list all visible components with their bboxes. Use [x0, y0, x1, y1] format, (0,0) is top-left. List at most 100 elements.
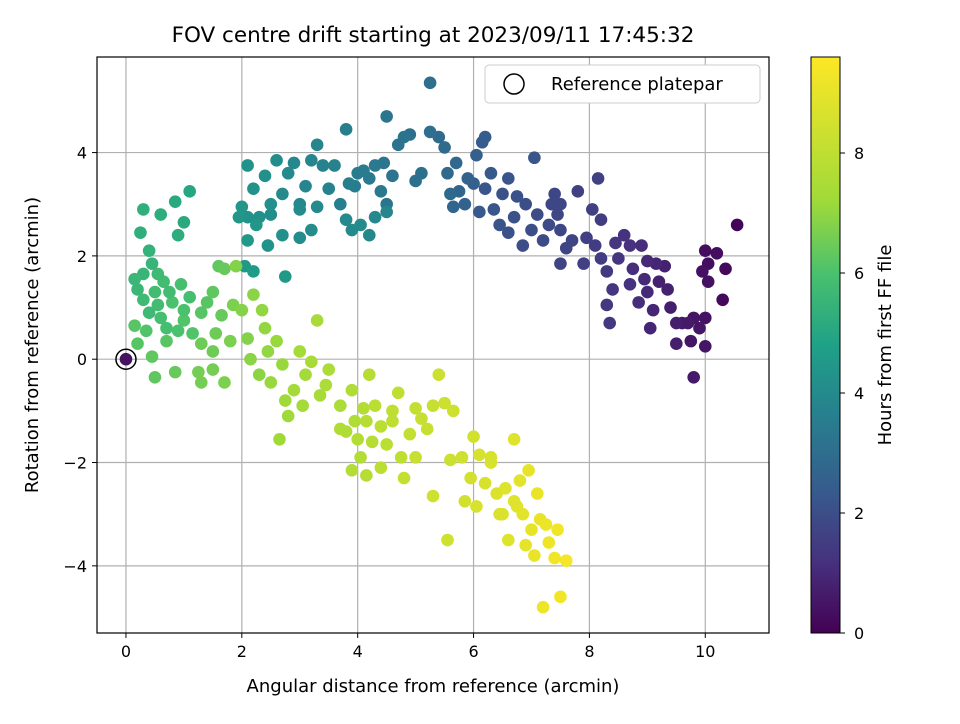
legend-marker-reference [503, 73, 525, 95]
data-point [235, 303, 249, 317]
data-point [386, 169, 399, 183]
data-point [580, 231, 593, 245]
data-point [365, 435, 379, 449]
data-point [432, 368, 446, 382]
data-point [360, 414, 373, 428]
data-point [380, 110, 393, 123]
data-point [360, 469, 373, 482]
colorbar-tick-label: 8 [854, 144, 864, 163]
y-axis-ticks: −4 −2 0 2 4 [63, 144, 97, 576]
data-point [215, 308, 228, 322]
colorbar-tick-label: 4 [854, 384, 864, 403]
data-point [305, 355, 318, 369]
data-point [261, 345, 275, 358]
data-point [502, 226, 515, 239]
data-point [278, 394, 292, 407]
data-point [380, 438, 393, 451]
data-point [351, 166, 364, 180]
data-point [244, 352, 257, 366]
colorbar-ticks: 0 2 4 6 8 [840, 144, 864, 643]
data-point [281, 409, 295, 423]
data-point [426, 399, 440, 412]
data-point [235, 200, 249, 214]
data-point [698, 311, 712, 325]
data-point [151, 298, 165, 312]
data-point [603, 316, 616, 330]
data-point [192, 365, 205, 379]
data-point [551, 523, 564, 536]
data-point [507, 432, 521, 446]
data-point [487, 203, 501, 216]
data-point [200, 296, 214, 309]
data-point [496, 507, 509, 521]
data-point [183, 185, 196, 198]
data-point [426, 489, 440, 503]
data-point [394, 451, 408, 464]
data-point [522, 463, 535, 477]
data-point [397, 471, 411, 485]
y-tick-label: −4 [63, 557, 87, 576]
data-point [542, 218, 556, 232]
x-tick-label: 6 [468, 642, 478, 661]
data-point [194, 306, 208, 320]
reference-point-fill [119, 352, 133, 366]
data-point [403, 427, 417, 441]
data-point [368, 399, 382, 412]
y-axis-label: Rotation from reference (arcmin) [22, 197, 43, 493]
data-point [423, 76, 437, 90]
y-tick-label: 0 [77, 350, 87, 369]
data-point [247, 265, 260, 278]
data-point [177, 314, 191, 327]
data-point [698, 339, 712, 353]
data-point [241, 234, 254, 247]
data-point [496, 187, 509, 201]
data-point [310, 314, 324, 327]
data-point [502, 533, 515, 547]
data-point [128, 319, 141, 332]
data-point [229, 259, 243, 273]
data-point [145, 350, 159, 363]
data-point [716, 293, 729, 307]
data-point [139, 324, 153, 338]
data-point [354, 218, 367, 232]
data-point [362, 228, 376, 242]
data-point [299, 368, 312, 382]
data-point [137, 293, 150, 307]
data-point [261, 239, 275, 252]
data-point [241, 210, 254, 224]
colorbar-tick-label: 2 [854, 504, 864, 523]
data-point [142, 306, 156, 320]
data-point [502, 172, 515, 185]
data-point [145, 257, 159, 270]
data-point [444, 187, 457, 201]
data-point [206, 285, 220, 299]
data-point [380, 205, 393, 219]
data-point [252, 368, 266, 382]
data-point [276, 358, 289, 371]
data-point [641, 254, 654, 268]
x-tick-label: 2 [237, 642, 247, 661]
data-point [351, 432, 364, 446]
colorbar-tick-label: 6 [854, 264, 864, 283]
data-point [600, 298, 614, 312]
data-point [606, 283, 619, 296]
data-point [626, 262, 640, 276]
data-point [316, 159, 330, 172]
data-point [177, 216, 191, 229]
data-point [586, 203, 599, 216]
data-point [281, 166, 295, 180]
data-point [470, 500, 483, 513]
data-point [446, 200, 460, 214]
data-point [206, 363, 220, 376]
data-point [670, 337, 683, 351]
data-point [548, 187, 561, 201]
data-point [354, 451, 367, 464]
data-point [241, 159, 254, 172]
data-point [319, 378, 333, 392]
x-tick-label: 8 [584, 642, 594, 661]
data-point [591, 172, 605, 185]
data-point [368, 210, 382, 224]
data-point [554, 590, 567, 604]
data-point [473, 205, 486, 219]
data-point [559, 554, 573, 567]
